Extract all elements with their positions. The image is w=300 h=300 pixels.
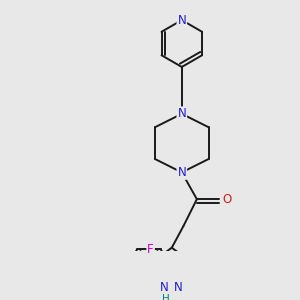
Text: N: N — [177, 166, 186, 179]
Text: H: H — [162, 294, 170, 300]
Text: N: N — [174, 280, 183, 294]
Text: F: F — [147, 243, 154, 256]
Text: N: N — [177, 14, 186, 27]
Text: O: O — [222, 193, 232, 206]
Text: N: N — [160, 280, 168, 294]
Text: N: N — [177, 107, 186, 120]
